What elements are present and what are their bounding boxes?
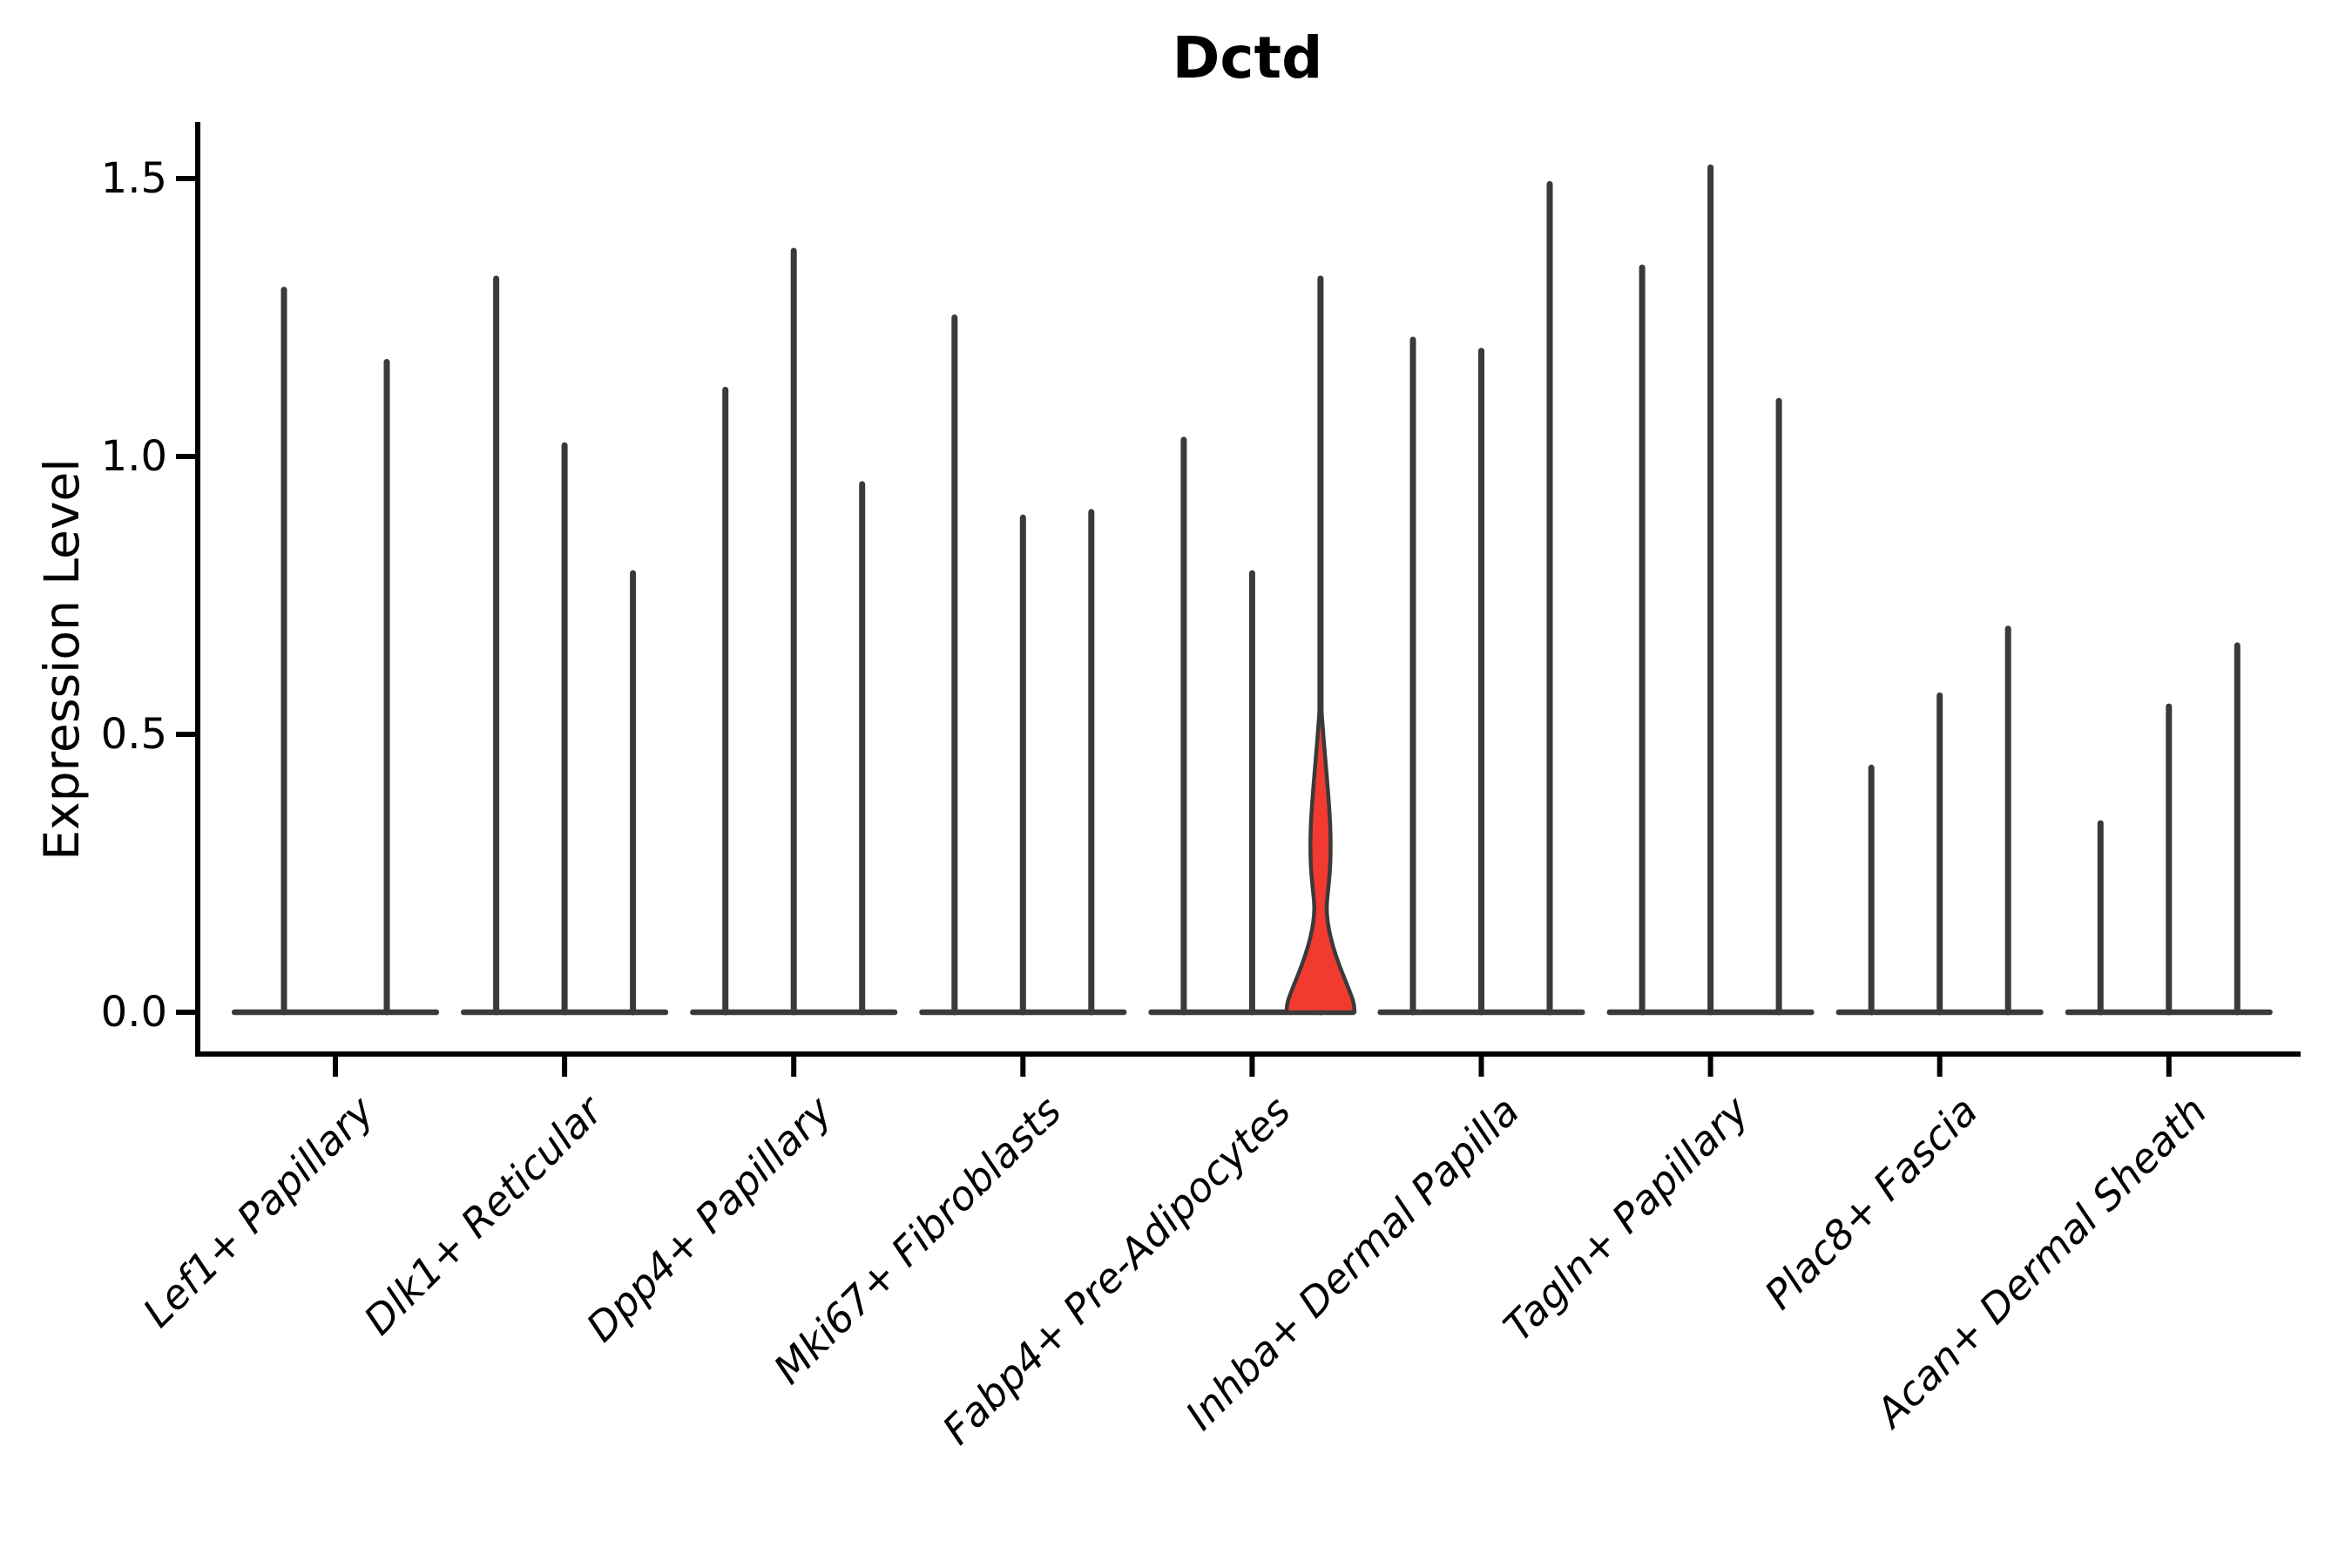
violin-highlighted-body <box>1284 693 1357 1015</box>
violin-baseline <box>232 1009 439 1016</box>
chart-title: Dctd <box>1172 24 1323 91</box>
y-tick-label: 1.5 <box>100 154 167 203</box>
y-axis-label: Expression Level <box>34 458 90 861</box>
y-tick-label: 0.0 <box>100 988 167 1037</box>
y-tick-label: 1.0 <box>100 432 167 481</box>
y-tick-label: 0.5 <box>100 710 167 759</box>
